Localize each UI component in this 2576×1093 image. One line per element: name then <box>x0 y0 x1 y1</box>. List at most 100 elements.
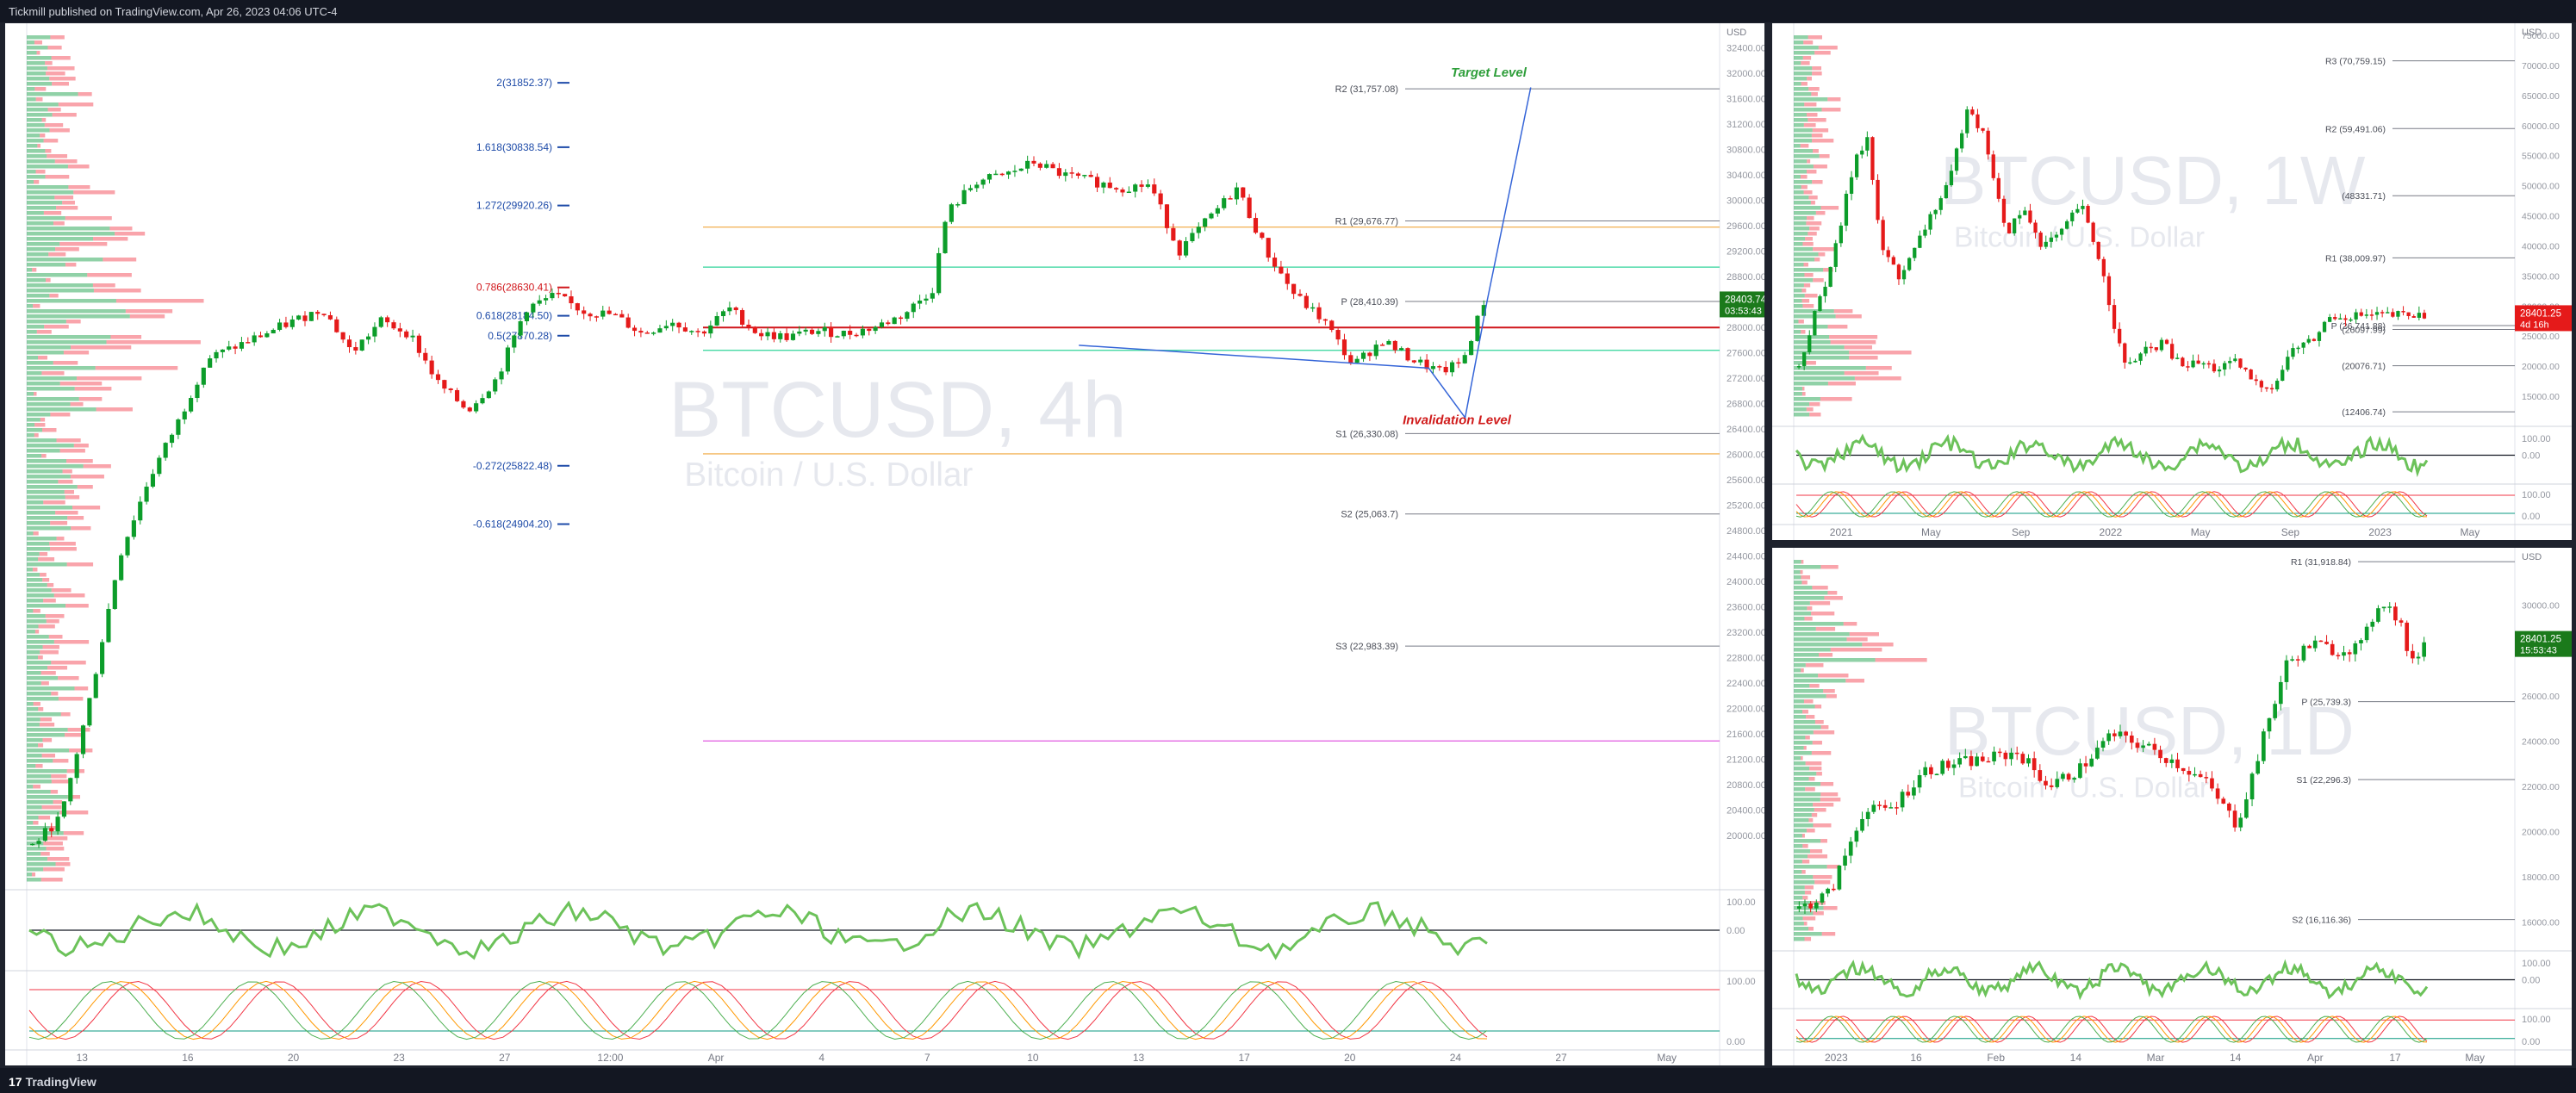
candle-body <box>2354 312 2358 320</box>
y-tick-label: 32000.00 <box>1727 69 1764 79</box>
candle-body <box>974 184 980 189</box>
volume-profile-bar <box>1810 201 1815 205</box>
candle-body <box>2158 749 2162 759</box>
volume-profile-bar <box>27 387 75 391</box>
volume-profile-bar <box>1794 927 1809 931</box>
candle-body <box>1820 893 1825 903</box>
tradingview-logo[interactable]: 17 TradingView <box>9 1075 96 1089</box>
volume-profile-bar <box>1794 227 1810 231</box>
candle-body <box>512 335 517 348</box>
volume-profile-bar <box>27 666 48 670</box>
candle-body <box>353 347 358 351</box>
candle-body <box>1986 761 1991 763</box>
candle-body <box>2146 743 2151 746</box>
price-tag-box <box>1720 291 1764 318</box>
volume-profile-bar <box>1794 849 1810 854</box>
candle-body <box>1848 841 1853 856</box>
volume-profile-bar <box>1805 663 1824 668</box>
volume-profile-bar <box>27 754 42 758</box>
volume-profile-bar <box>1794 705 1815 709</box>
candle-body <box>2217 370 2222 372</box>
candle-body <box>1963 755 1968 759</box>
candle-body <box>1865 811 1870 819</box>
volume-profile-bar <box>73 444 89 448</box>
volume-profile-bar <box>1794 335 1830 339</box>
volume-profile-bar <box>65 733 83 737</box>
volume-profile-bar <box>1803 699 1814 704</box>
candle-body <box>2170 344 2175 359</box>
pivot-label: R1 (29,676.77) <box>1335 217 1398 227</box>
volume-profile-bar <box>39 723 55 727</box>
volume-profile-bar <box>1794 803 1814 807</box>
candle-body <box>2028 210 2032 223</box>
volume-profile-bar <box>1827 591 1838 595</box>
candle-body <box>1877 804 1882 806</box>
volume-profile-bar <box>1809 767 1822 771</box>
stoch-line <box>1795 491 2428 518</box>
candle-body <box>2044 241 2048 247</box>
volume-profile-bar <box>27 56 52 60</box>
volume-profile-bar <box>27 748 70 753</box>
volume-profile-bar <box>1794 278 1814 283</box>
candle-body <box>499 371 504 380</box>
volume-profile-bar <box>27 371 42 376</box>
weekly-chart-panel[interactable]: BTCUSD, 1W Bitcoin / U.S. Dollar USD 75000.… <box>1772 23 2572 540</box>
volume-profile-bar <box>1804 102 1817 107</box>
volume-profile-bar <box>41 454 47 458</box>
volume-profile-bar <box>45 149 52 153</box>
candle-body <box>264 333 270 338</box>
main-chart-panel[interactable]: BTCUSD, 4h Bitcoin / U.S. Dollar USD 32400.… <box>5 23 1764 1065</box>
volume-profile-bar <box>1794 139 1813 143</box>
volume-profile-bar <box>1819 154 1830 158</box>
volume-profile-bar <box>1794 922 1804 926</box>
rsi-axis-label: 0.00 <box>2522 976 2540 986</box>
volume-profile-bar <box>27 805 42 810</box>
candle-body <box>208 358 213 368</box>
candle-body <box>1228 198 1233 200</box>
volume-profile-bar <box>65 216 112 220</box>
volume-profile-bar <box>1794 123 1804 127</box>
volume-profile-bar <box>27 692 52 696</box>
volume-profile-bar <box>43 500 65 505</box>
candle-body <box>2070 212 2075 221</box>
volume-profile-bar <box>1808 196 1818 200</box>
volume-profile-bar <box>27 92 78 96</box>
candle-body <box>1418 359 1423 363</box>
volume-profile-bar <box>27 516 68 520</box>
x-tick-label: Mar <box>2147 1052 2165 1064</box>
candle-body <box>1970 109 1975 115</box>
candle-body <box>1114 188 1119 189</box>
volume-profile-bar <box>1794 684 1810 688</box>
stoch-axis-label: 100.00 <box>2522 490 2551 500</box>
volume-profile-bar <box>1801 560 1804 564</box>
volume-profile-bar <box>40 852 50 856</box>
x-tick-label: 2023 <box>2368 526 2392 538</box>
pivot-label: S1 (22,296.3) <box>2296 775 2351 786</box>
volume-profile-bar <box>27 46 48 50</box>
volume-profile-bar <box>1805 787 1815 792</box>
volume-profile-bar <box>34 423 46 427</box>
candle-body <box>1481 305 1486 316</box>
candle-body <box>359 339 364 351</box>
rsi-axis-label: 0.00 <box>2522 451 2540 462</box>
candle-body <box>2353 643 2358 655</box>
volume-profile-bar <box>1794 617 1805 621</box>
price-tag-box <box>2515 630 2572 657</box>
candle-body <box>2254 379 2258 382</box>
candle-body <box>340 332 345 340</box>
y-tick-label: 30800.00 <box>1727 146 1764 156</box>
candle-body <box>1928 214 1932 230</box>
candle-body <box>986 174 992 180</box>
volume-profile-bar <box>50 35 65 40</box>
candle-body <box>252 335 257 343</box>
candle-body <box>1456 362 1461 364</box>
candle-body <box>1980 756 1985 761</box>
candle-body <box>708 325 713 334</box>
volume-profile-bar <box>53 361 78 365</box>
volume-profile-bar <box>62 469 72 474</box>
daily-chart-panel[interactable]: BTCUSD, 1D Bitcoin / U.S. Dollar USD 30000.… <box>1772 548 2572 1065</box>
candle-body <box>670 322 675 326</box>
